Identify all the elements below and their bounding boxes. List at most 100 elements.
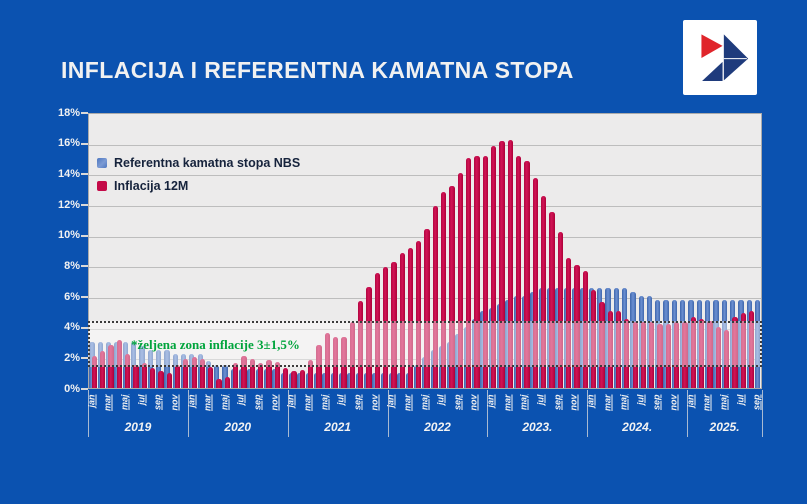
inflation-bar xyxy=(599,302,605,388)
y-axis-tick xyxy=(81,326,88,329)
inflation-bar xyxy=(241,355,247,388)
inflation-bar xyxy=(391,262,397,388)
year-label: 2019 xyxy=(124,420,152,434)
year-label: 2024. xyxy=(622,420,653,434)
rate-legend-marker xyxy=(97,157,107,168)
inflation-bar xyxy=(615,311,622,388)
inflation-bar xyxy=(99,351,106,388)
inflation-bar xyxy=(624,319,630,388)
inflation-bar xyxy=(491,145,497,388)
rate-legend-label: Referentna kamatna stopa NBS xyxy=(114,155,301,170)
inflation-bar xyxy=(283,368,289,388)
inflation-bar xyxy=(732,317,738,388)
inflation-bar xyxy=(674,322,680,388)
inflation-bar xyxy=(724,329,730,388)
year-label: 2021 xyxy=(324,420,351,434)
y-axis-label: 12% xyxy=(57,198,80,211)
inflation-bar xyxy=(191,357,197,388)
policy-rate-bar xyxy=(222,365,228,388)
inflation-bar xyxy=(649,322,655,388)
inflation-bar xyxy=(590,289,597,388)
legend-item-inflation: Inflacija 12M xyxy=(97,174,300,197)
policy-rate-bar xyxy=(755,299,761,388)
inflation-bar xyxy=(665,323,672,388)
target-zone-note: *željena zona inflacije 3±1,5% xyxy=(131,337,300,352)
inflation-legend-label: Inflacija 12M xyxy=(114,178,189,193)
page-title: INFLACIJA I REFERENTNA KAMATNA STOPA xyxy=(61,57,574,83)
year-separator xyxy=(762,390,763,437)
y-axis-label: 8% xyxy=(64,259,80,272)
chart-plot-area: *željena zona inflacije 3±1,5% Referentn… xyxy=(88,113,762,389)
inflation-bar xyxy=(532,177,538,388)
inflation-bar xyxy=(116,340,122,388)
y-axis-label: 18% xyxy=(57,106,80,119)
inflation-bar xyxy=(299,369,305,388)
inflation-bar xyxy=(565,257,572,388)
inflation-bar xyxy=(474,156,480,388)
inflation-bar xyxy=(291,371,297,388)
inflation-bar xyxy=(574,265,580,388)
legend-item-rate: Referentna kamatna stopa NBS xyxy=(97,151,300,174)
y-axis-tick xyxy=(81,388,88,390)
inflation-bar xyxy=(682,322,688,388)
year-label: 2020 xyxy=(224,420,252,434)
inflation-bar xyxy=(233,363,239,388)
inflation-bar xyxy=(432,205,439,388)
inflation-bar xyxy=(158,371,164,388)
year-separator xyxy=(387,390,389,437)
inflation-bar xyxy=(208,366,214,388)
year-separator xyxy=(287,390,289,437)
inflation-bar xyxy=(740,312,746,388)
gridline xyxy=(89,206,761,207)
inflation-bar xyxy=(166,372,172,388)
inflation-bar xyxy=(690,317,697,388)
inflation-bar xyxy=(349,322,355,388)
inflation-bar xyxy=(91,355,97,388)
inflation-bar xyxy=(524,161,530,388)
inflation-bar xyxy=(715,326,722,388)
year-label: 2025. xyxy=(709,420,740,434)
inflation-bar xyxy=(441,191,447,388)
inflation-bar xyxy=(199,358,206,388)
y-axis-tick xyxy=(81,357,88,360)
y-axis-tick xyxy=(81,112,88,114)
y-axis-tick xyxy=(81,234,88,237)
gridline xyxy=(89,175,761,177)
policy-rate-bar xyxy=(155,349,162,388)
inflation-bar xyxy=(707,320,713,388)
inflation-bar xyxy=(399,253,405,388)
year-separator xyxy=(487,390,489,437)
inflation-bar xyxy=(174,365,181,388)
y-axis-tick xyxy=(81,142,88,145)
inflation-bar xyxy=(332,337,339,388)
y-axis-label: 4% xyxy=(64,321,80,334)
y-axis-label: 10% xyxy=(57,229,80,242)
inflation-bar xyxy=(249,358,256,388)
year-separator xyxy=(587,390,589,437)
inflation-bar xyxy=(341,337,347,388)
y-axis-label: 14% xyxy=(57,167,80,180)
inflation-bar xyxy=(424,228,430,388)
inflation-bar xyxy=(357,300,364,388)
inflation-bar xyxy=(749,311,755,388)
inflation-bar xyxy=(266,360,272,388)
inflation-bar xyxy=(274,361,280,388)
inflation-bar xyxy=(516,156,522,388)
inflation-bar xyxy=(466,158,472,388)
inflation-bar xyxy=(540,196,547,388)
inflation-bar xyxy=(657,323,663,388)
inflation-bar xyxy=(316,345,322,388)
year-label: 2023. xyxy=(522,420,553,434)
inflation-bar xyxy=(374,273,380,388)
inflation-bar xyxy=(699,319,705,388)
inflation-bar xyxy=(482,156,489,388)
inflation-bar xyxy=(133,365,139,388)
y-axis-tick xyxy=(81,173,88,176)
inflation-bar xyxy=(449,185,455,388)
inflation-bar xyxy=(640,322,647,388)
policy-rate-bar xyxy=(164,349,170,388)
inflation-bar xyxy=(258,363,264,388)
inflation-bar xyxy=(224,377,231,388)
year-label: 2022 xyxy=(424,420,451,434)
inflation-bar xyxy=(416,240,422,388)
